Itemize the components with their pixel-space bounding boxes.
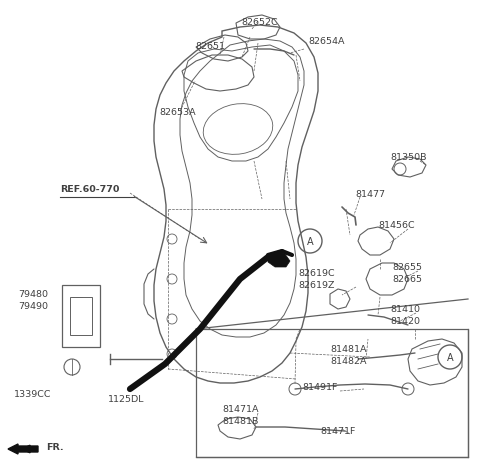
- Text: 82665: 82665: [392, 275, 422, 284]
- Text: A: A: [447, 352, 453, 362]
- Text: 82653A: 82653A: [160, 108, 196, 117]
- Text: FR.: FR.: [46, 443, 64, 451]
- Text: 1339CC: 1339CC: [14, 390, 51, 399]
- Text: 81471A: 81471A: [222, 405, 259, 413]
- Text: 81481B: 81481B: [222, 417, 258, 425]
- Text: 81477: 81477: [355, 190, 385, 199]
- Text: 1125DL: 1125DL: [108, 394, 144, 404]
- Text: 82652C: 82652C: [242, 18, 278, 27]
- FancyArrow shape: [8, 444, 38, 454]
- Text: 81471F: 81471F: [320, 426, 355, 436]
- Text: 82619C: 82619C: [298, 269, 335, 278]
- Text: 81456C: 81456C: [378, 221, 415, 230]
- Text: 81350B: 81350B: [390, 153, 427, 162]
- Text: 82619Z: 82619Z: [298, 281, 335, 290]
- Text: 79480: 79480: [18, 290, 48, 299]
- Text: 82654A: 82654A: [308, 38, 345, 46]
- Text: 81482A: 81482A: [330, 357, 367, 366]
- Text: 81420: 81420: [390, 317, 420, 326]
- Text: 82655: 82655: [392, 263, 422, 272]
- Text: 82651: 82651: [195, 42, 225, 51]
- Text: 79490: 79490: [18, 302, 48, 311]
- Text: REF.60-770: REF.60-770: [60, 185, 120, 194]
- Polygon shape: [268, 251, 290, 268]
- Text: A: A: [307, 237, 313, 246]
- Text: 81491F: 81491F: [302, 383, 337, 392]
- Text: 81481A: 81481A: [330, 345, 367, 354]
- Text: 81410: 81410: [390, 305, 420, 314]
